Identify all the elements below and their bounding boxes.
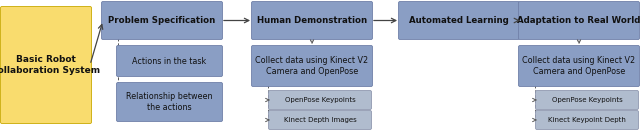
FancyBboxPatch shape	[269, 110, 371, 129]
Text: Relationship between
the actions: Relationship between the actions	[126, 92, 212, 112]
FancyBboxPatch shape	[269, 90, 371, 109]
Text: OpenPose Keypoints: OpenPose Keypoints	[552, 97, 622, 103]
Text: Adaptation to Real World: Adaptation to Real World	[517, 16, 640, 25]
FancyBboxPatch shape	[252, 2, 372, 40]
FancyBboxPatch shape	[518, 46, 639, 86]
Text: Collect data using Kinect V2
Camera and OpenPose: Collect data using Kinect V2 Camera and …	[522, 56, 636, 76]
Text: Kinect Keypoint Depth: Kinect Keypoint Depth	[548, 117, 626, 123]
FancyBboxPatch shape	[536, 90, 639, 109]
Text: Human Demonstration: Human Demonstration	[257, 16, 367, 25]
Text: Problem Specification: Problem Specification	[108, 16, 216, 25]
Text: Kinect Depth Images: Kinect Depth Images	[284, 117, 356, 123]
FancyBboxPatch shape	[1, 6, 92, 123]
FancyBboxPatch shape	[252, 46, 372, 86]
FancyBboxPatch shape	[536, 110, 639, 129]
FancyBboxPatch shape	[102, 2, 223, 40]
FancyBboxPatch shape	[399, 2, 520, 40]
Text: Collect data using Kinect V2
Camera and OpenPose: Collect data using Kinect V2 Camera and …	[255, 56, 369, 76]
Text: Automated Learning: Automated Learning	[409, 16, 509, 25]
Text: OpenPose Keypoints: OpenPose Keypoints	[285, 97, 355, 103]
Text: Basic Robot
Collaboration System: Basic Robot Collaboration System	[0, 55, 100, 75]
Text: Actions in the task: Actions in the task	[132, 57, 207, 66]
FancyBboxPatch shape	[518, 2, 639, 40]
FancyBboxPatch shape	[116, 46, 223, 76]
FancyBboxPatch shape	[116, 83, 223, 122]
